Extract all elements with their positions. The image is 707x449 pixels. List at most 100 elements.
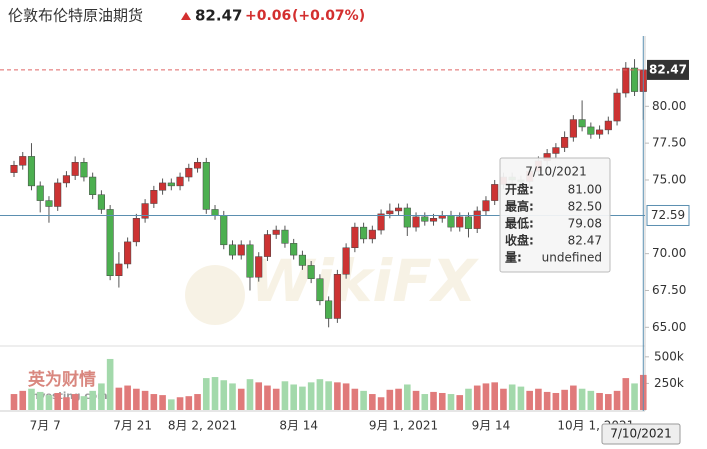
volume-bar [491,382,498,410]
volume-bar [438,392,446,410]
candle-body [596,129,604,135]
last-price-box [647,59,689,80]
candle-body [473,210,481,229]
volume-bar [334,382,341,410]
volume-bar [307,382,315,410]
candle-body [263,234,272,257]
tooltip-value: undefined [542,251,602,265]
volume-bar [299,386,306,410]
watermark-logo [185,265,245,325]
tooltip-key: 最高: [505,199,534,214]
volume-bar [342,383,350,410]
header-change-pct: (+0.07%) [292,8,365,24]
volume-bar [482,383,490,410]
header-price: 82.47 [195,7,242,25]
volume-bar [535,388,542,410]
candle-body [630,67,639,92]
candle-body [307,265,315,279]
y-tick-label: 80.00 [652,99,686,113]
tooltip-date: 7/10/2021 [525,165,587,179]
candle-body [298,254,306,266]
volume-bar [229,383,236,410]
x-tick-label: 7月 21 [113,419,152,433]
volume-bar [150,394,158,410]
candle-body [395,207,403,212]
candle-body [316,278,324,302]
chart-title: 伦敦布伦特原油期货 [8,7,143,25]
y-tick-label: 77.50 [652,136,686,150]
volume-bar [351,388,359,410]
candle-body [412,216,420,228]
candle-body [578,119,586,128]
tooltip-key: 量: [505,251,522,265]
candle-body [193,162,202,169]
volume-bar [631,383,638,410]
volume-bar [63,397,70,410]
watermark-text: Investing.com [28,391,108,402]
volume-bar [508,384,516,410]
candle-body [89,176,97,195]
volume-bar [447,394,455,410]
volume-bar [80,396,88,410]
volume-bar [473,385,481,410]
candle-body [482,200,490,212]
volume-bar [185,396,193,410]
candle-body [491,184,499,201]
candle-body [132,218,140,243]
y-tick-label: 65.00 [652,320,686,334]
volume-bar [430,391,437,410]
volume-bar [168,399,175,410]
volume-bar [605,394,612,410]
candle-body [167,182,175,187]
volume-bar [622,378,630,410]
candle-body [281,229,289,244]
candle-body [421,216,429,222]
volume-bar [237,388,245,410]
last-price-label: 82.47 [649,62,687,76]
candle-body [115,263,123,276]
volume-tick-label: 500k [654,349,684,363]
candle-body [176,176,184,187]
volume-bar [194,394,201,410]
volume-bar [176,397,184,410]
x-cursor-box [601,423,681,445]
volume-bar [281,381,289,410]
volume-bar [36,391,44,410]
candle-body [71,162,79,176]
volume-bar [202,378,210,410]
x-tick-label: 9月 14 [472,419,511,433]
volume-bar [141,390,149,410]
volume-bar [28,388,35,410]
up-arrow [181,12,191,20]
candle-body [464,216,473,229]
candle-body [447,215,455,228]
candle-body [552,147,560,154]
x-tick-label: 8月 2, 2021 [168,419,237,433]
candle-body [62,175,70,184]
candle-body [342,247,350,275]
volume-bar [552,392,560,410]
candle-body [561,136,569,148]
candle-body [429,218,438,222]
x-tick-label: 7月 7 [30,419,61,433]
candle-body [272,229,280,235]
crosshair-box [646,204,690,226]
candle-body [613,92,621,122]
volume-bar [404,384,411,410]
candle-body [54,182,62,207]
volume-bar [220,380,228,410]
volume-bar [255,382,263,410]
volume-bar [54,392,61,410]
volume-bar [133,388,140,410]
volume-bar [106,358,114,410]
candle-body [19,156,27,166]
candle-body [220,215,228,246]
volume-bar [500,388,507,410]
volume-bar [395,388,402,410]
volume-bar [369,394,376,410]
volume-bar [10,394,18,410]
candle-body [255,256,263,278]
candle-body [386,210,394,215]
x-tick-label: 9月 1, 2021 [369,419,438,433]
y-tick-label: 75.00 [652,172,686,186]
